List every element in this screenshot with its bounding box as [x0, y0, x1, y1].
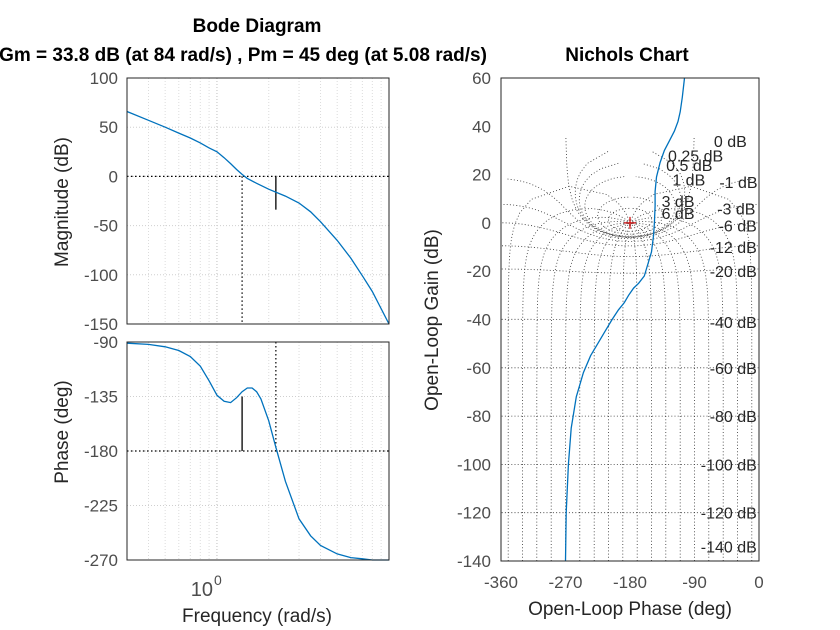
nichols-isoline-label: 1 dB	[672, 172, 705, 189]
nichols-isoline-label: -3 dB	[717, 201, 755, 218]
phase-x-tick-exponent: 0	[214, 572, 222, 588]
nichols-phase-contour	[630, 221, 710, 561]
margins-title: Gm = 33.8 dB (at 84 rad/s) , Pm = 45 deg…	[0, 45, 487, 66]
nichols-series-line	[564, 77, 686, 562]
phase-y-tick-label: -270	[84, 551, 118, 570]
nichols-gain-contour	[502, 222, 758, 247]
nichols-y-tick-label: 60	[472, 69, 491, 88]
grid-layer	[126, 77, 390, 561]
nichols-isoline-label: -100 dB	[701, 457, 757, 474]
phase-y-tick-label: -135	[84, 388, 118, 407]
nichols-y-tick-label: -120	[457, 504, 491, 523]
nichols-phase-contour	[507, 185, 631, 561]
nichols-phase-contour	[550, 221, 630, 561]
nichols-x-tick-label: -360	[484, 573, 518, 592]
nichols-phase-contour	[622, 223, 631, 561]
reference-lines	[127, 175, 389, 452]
nichols-phase-contour	[630, 222, 681, 561]
nichols-y-tick-label: -20	[466, 262, 491, 281]
nichols-phase-contour	[629, 222, 652, 561]
nichols-y-tick-label: -80	[466, 407, 491, 426]
nichols-isoline-label: 0.25 dB	[668, 148, 723, 165]
phase-series-line	[126, 342, 389, 561]
nichols-y-tick-label: -40	[466, 311, 491, 330]
nichols-phase-contour	[630, 216, 724, 561]
nichols-phase-contour	[579, 222, 630, 561]
nichols-isoline-label: -80 dB	[710, 409, 757, 426]
nichols-phase-contour	[522, 208, 631, 561]
nichols-isoline-label: 3 dB	[662, 194, 695, 211]
nichols-x-axis-label: Open-Loop Phase (deg)	[528, 599, 732, 620]
magnitude-y-tick-label: 50	[99, 118, 118, 137]
nichols-phase-contour	[593, 222, 630, 561]
data-layer	[126, 77, 686, 562]
bode-x-axis-label: Frequency (rad/s)	[182, 606, 332, 627]
nichols-axes-frame	[500, 77, 760, 562]
nichols-isoline-label: -60 dB	[710, 361, 757, 378]
nichols-isoline-label: -12 dB	[710, 240, 757, 257]
phase-y-axis-label: Phase (deg)	[52, 380, 73, 484]
magnitude-axes-frame	[126, 77, 390, 325]
magnitude-y-tick-label: -100	[84, 266, 118, 285]
nichols-gain-contour	[578, 162, 682, 238]
phase-y-tick-label: -225	[84, 497, 118, 516]
nichols-phase-contour	[630, 222, 667, 561]
nichols-y-tick-label: -140	[457, 552, 491, 571]
nichols-gain-contour	[597, 196, 663, 235]
nichols-x-tick-label: -180	[613, 573, 647, 592]
nichols-isoline-label: -40 dB	[710, 315, 757, 332]
nichols-y-tick-label: -100	[457, 455, 491, 474]
nichols-isoline-label: -20 dB	[710, 264, 757, 281]
nichols-isoline-label: -6 dB	[719, 218, 757, 235]
nichols-gain-contour	[565, 137, 695, 238]
phase-y-tick-label: -180	[84, 442, 118, 461]
magnitude-y-tick-label: -50	[93, 217, 118, 236]
nichols-phase-contour	[629, 223, 638, 561]
nichols-y-tick-label: 20	[472, 166, 491, 185]
nichols-isoline-label: -120 dB	[701, 506, 757, 523]
nichols-gain-contour	[584, 176, 676, 237]
nichols-isoline-label: 6 dB	[662, 206, 695, 223]
nichols-isoline-label: -140 dB	[701, 540, 757, 557]
magnitude-y-tick-label: 0	[109, 167, 118, 186]
nichols-y-axis-label: Open-Loop Gain (dB)	[422, 229, 443, 411]
nichols-isoline-label: -1 dB	[719, 175, 757, 192]
magnitude-y-tick-label: 100	[90, 69, 118, 88]
nichols-y-tick-label: 0	[482, 214, 491, 233]
nichols-isoline-label: 0.5 dB	[666, 158, 712, 175]
nichols-phase-contour	[565, 222, 630, 561]
nichols-x-tick-label: -90	[682, 573, 707, 592]
magnitude-y-tick-label: -150	[84, 315, 118, 334]
phase-axes-frame	[126, 341, 390, 561]
magnitude-y-axis-label: Magnitude (dB)	[52, 137, 73, 267]
nichols-phase-contour	[536, 216, 630, 561]
nichols-x-tick-label: 0	[754, 573, 763, 592]
nichols-phase-contour	[608, 222, 631, 561]
phase-x-tick-base: 10	[191, 579, 213, 601]
nichols-gain-contour	[507, 178, 753, 240]
nichols-gain-contour	[502, 245, 758, 258]
magnitude-series-line	[126, 110, 390, 325]
nichols-y-tick-label: -60	[466, 359, 491, 378]
nichols-x-tick-label: -270	[548, 573, 582, 592]
nichols-title: Nichols Chart	[565, 45, 689, 66]
nichols-phase-contour	[629, 185, 753, 561]
nichols-isoline-label: 0 dB	[714, 134, 747, 151]
bode-title: Bode Diagram	[193, 16, 322, 37]
nichols-phase-contour	[630, 222, 695, 561]
phase-x-tick-label: 10	[191, 579, 213, 601]
phase-y-tick-label: -90	[93, 333, 118, 352]
nichols-gain-contour	[608, 207, 652, 232]
nichols-y-tick-label: 40	[472, 117, 491, 136]
nichols-gain-contour	[501, 268, 759, 274]
